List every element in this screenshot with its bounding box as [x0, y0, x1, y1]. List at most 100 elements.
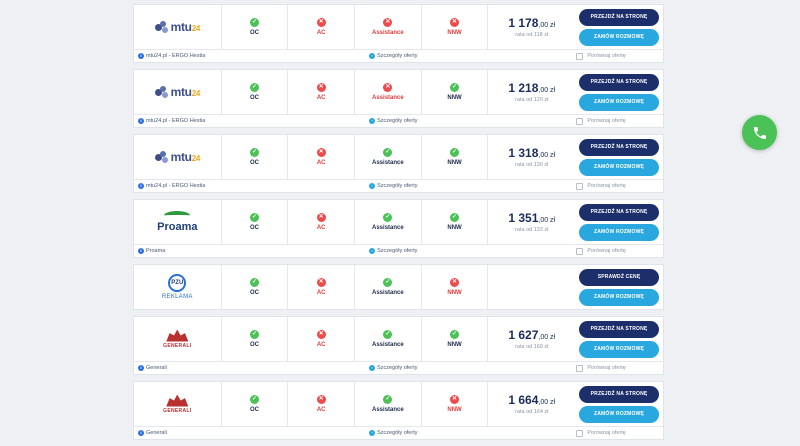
- compare-offer[interactable]: Porównaj ofertę: [575, 52, 663, 60]
- order-call-button[interactable]: ZAMÓW ROZMOWĘ: [579, 28, 660, 46]
- compare-offer[interactable]: Porównaj ofertę: [575, 429, 663, 437]
- insurer-info[interactable]: i mtu24.pl - ERGO Hestia: [134, 53, 369, 59]
- price-decimal: ,00 zł: [538, 217, 556, 224]
- price-decimal: ,00 zł: [538, 334, 556, 341]
- go-to-site-button[interactable]: PRZEJDŹ NA STRONĘ: [579, 385, 660, 403]
- compare-offer[interactable]: Porównaj ofertę: [575, 364, 663, 372]
- offers-list: mtu24 ✓ OC ✕ AC ✕ Assistance ✕ NNW 1 178,00 zł rat…: [133, 4, 664, 446]
- logo-cell: Proama: [134, 200, 222, 244]
- coverage-ac: ✕ AC: [288, 70, 356, 114]
- price-cell: 1 664,00 zł rata od 164 zł: [488, 382, 575, 426]
- call-us-button[interactable]: [742, 115, 777, 150]
- ad-label: REKLAMA: [161, 294, 193, 300]
- compare-label: Porównaj ofertę: [587, 53, 626, 59]
- details-icon: ›: [369, 430, 376, 436]
- order-call-button[interactable]: ZAMÓW ROZMOWĘ: [579, 405, 660, 423]
- compare-checkbox[interactable]: [576, 182, 584, 190]
- offer-footer: i mtu24.pl - ERGO Hestia › Szczegóły oferty…: [134, 114, 663, 127]
- coverage-oc: ✓ OC: [222, 70, 289, 114]
- mtu24-logo: mtu24: [154, 150, 200, 164]
- phone-icon: [753, 126, 766, 139]
- coverage-label: NNW: [447, 407, 462, 413]
- price: 1 627,00 zł: [508, 328, 555, 342]
- check-icon: ✓: [450, 213, 460, 222]
- mtu24-dots-icon: [154, 21, 169, 33]
- mtu24-wordmark: mtu24: [170, 20, 201, 34]
- info-icon: i: [138, 430, 144, 436]
- go-to-site-button[interactable]: PRZEJDŹ NA STRONĘ: [579, 203, 660, 221]
- cross-icon: ✕: [450, 278, 460, 287]
- insurer-logo: Proama: [157, 211, 197, 233]
- offer-main-row: mtu24 ✓ OC ✕ AC ✕ Assistance ✕ NNW 1 178,00 zł rat…: [134, 5, 663, 49]
- coverage-label: AC: [316, 160, 326, 166]
- insurer-info[interactable]: i mtu24.pl - ERGO Hestia: [134, 118, 369, 124]
- offer-details-link[interactable]: › Szczegóły oferty: [369, 430, 575, 436]
- actions-cell: SPRAWDŹ CENĘ ZAMÓW ROZMOWĘ: [575, 265, 663, 309]
- compare-label: Porównaj ofertę: [587, 430, 626, 436]
- coverage-nnw: ✕ NNW: [422, 265, 489, 309]
- check-icon: ✓: [249, 330, 259, 339]
- cross-icon: ✕: [316, 395, 326, 404]
- offer-details-link[interactable]: › Szczegóły oferty: [369, 53, 575, 59]
- order-call-button[interactable]: ZAMÓW ROZMOWĘ: [579, 288, 660, 306]
- coverage-label: Assistance: [372, 225, 404, 231]
- coverage-nnw: ✓ NNW: [422, 317, 489, 361]
- cross-icon: ✕: [450, 395, 460, 404]
- coverage-nnw: ✓ NNW: [422, 200, 489, 244]
- offer-footer: i mtu24.pl - ERGO Hestia › Szczegóły oferty…: [134, 49, 663, 62]
- coverage-label: OC: [249, 290, 259, 296]
- coverage-label: Assistance: [372, 30, 404, 36]
- price-cell: 1 218,00 zł rata od 120 zł: [488, 70, 575, 114]
- compare-offer[interactable]: Porównaj ofertę: [575, 182, 663, 190]
- proama-wordmark: Proama: [157, 221, 198, 233]
- generali-logo: GENERALI: [163, 394, 191, 414]
- go-to-site-button[interactable]: PRZEJDŹ NA STRONĘ: [579, 320, 660, 338]
- order-call-button[interactable]: ZAMÓW ROZMOWĘ: [579, 158, 660, 176]
- check-icon: ✓: [249, 83, 259, 92]
- details-label: Szczegóły oferty: [377, 118, 418, 124]
- check-price-button[interactable]: SPRAWDŹ CENĘ: [579, 268, 660, 286]
- check-icon: ✓: [383, 395, 393, 404]
- insurer-logo: PZU REKLAMA: [162, 274, 193, 300]
- go-to-site-button[interactable]: PRZEJDŹ NA STRONĘ: [579, 138, 660, 156]
- go-to-site-button[interactable]: PRZEJDŹ NA STRONĘ: [579, 8, 660, 26]
- offer-main-row: GENERALI ✓ OC ✕ AC ✓ Assistance ✕ NNW 1 664,00 zł…: [134, 382, 663, 426]
- coverage-ac: ✕ AC: [288, 135, 356, 179]
- compare-checkbox[interactable]: [576, 52, 584, 60]
- actions-cell: PRZEJDŹ NA STRONĘ ZAMÓW ROZMOWĘ: [575, 135, 663, 179]
- insurer-info[interactable]: i Proama: [134, 248, 369, 254]
- go-to-site-button[interactable]: PRZEJDŹ NA STRONĘ: [579, 73, 660, 91]
- compare-offer[interactable]: Porównaj ofertę: [575, 117, 663, 125]
- order-call-button[interactable]: ZAMÓW ROZMOWĘ: [579, 340, 660, 358]
- coverage-label: NNW: [447, 30, 462, 36]
- check-icon: ✓: [383, 148, 393, 157]
- compare-offer[interactable]: Porównaj ofertę: [575, 247, 663, 255]
- compare-label: Porównaj ofertę: [587, 248, 626, 254]
- offer-details-link[interactable]: › Szczegóły oferty: [369, 365, 575, 371]
- cross-icon: ✕: [383, 18, 393, 27]
- insurer-info[interactable]: i mtu24.pl - ERGO Hestia: [134, 183, 369, 189]
- price-decimal: ,00 zł: [538, 152, 556, 159]
- check-icon: ✓: [249, 18, 259, 27]
- coverage-label: OC: [249, 407, 259, 413]
- order-call-button[interactable]: ZAMÓW ROZMOWĘ: [579, 223, 660, 241]
- insurer-info[interactable]: i Generali: [134, 430, 369, 436]
- compare-checkbox[interactable]: [576, 117, 584, 125]
- check-icon: ✓: [249, 395, 259, 404]
- compare-checkbox[interactable]: [576, 364, 584, 372]
- offer-main-row: PZU REKLAMA ✓ OC ✕ AC ✓ Assistance ✕ NNW SPRAWDŹ C…: [134, 265, 663, 309]
- mtu24-dots-icon: [154, 86, 169, 98]
- offer-details-link[interactable]: › Szczegóły oferty: [369, 118, 575, 124]
- order-call-button[interactable]: ZAMÓW ROZMOWĘ: [579, 93, 660, 111]
- compare-checkbox[interactable]: [576, 429, 584, 437]
- offer-details-link[interactable]: › Szczegóły oferty: [369, 248, 575, 254]
- cross-icon: ✕: [383, 83, 393, 92]
- coverage-label: OC: [249, 225, 259, 231]
- insurer-name: mtu24.pl - ERGO Hestia: [146, 118, 206, 124]
- coverage-oc: ✓ OC: [222, 265, 289, 309]
- coverage-label: OC: [249, 95, 259, 101]
- insurer-info[interactable]: i Generali: [134, 365, 369, 371]
- compare-checkbox[interactable]: [576, 247, 584, 255]
- price-cell: 1 178,00 zł rata od 118 zł: [488, 5, 575, 49]
- offer-details-link[interactable]: › Szczegóły oferty: [369, 183, 575, 189]
